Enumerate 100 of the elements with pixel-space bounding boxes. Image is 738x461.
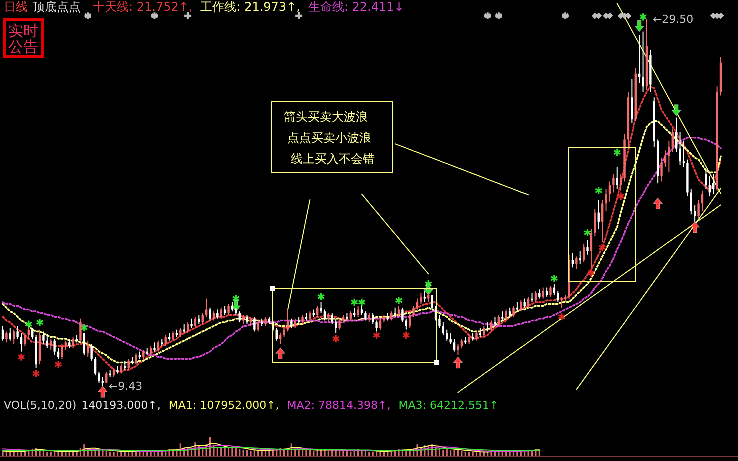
candlestick [112,368,116,378]
candlestick [290,318,293,329]
candlestick [542,287,544,300]
candlestick [150,346,152,356]
candlestick [431,294,434,310]
point [32,369,40,378]
candlestick [601,200,604,243]
point [588,268,596,278]
point [24,320,33,329]
candlestick [64,340,68,350]
candlestick [682,141,686,168]
candlestick [502,311,504,322]
candlestick [608,181,612,202]
candlestick [72,336,74,349]
text: : 21.752↑, [129,0,193,14]
text: MA2 [287,399,312,412]
text: : 107952.000↑, [192,399,280,412]
candlestick [698,200,700,219]
point [98,386,108,398]
candlestick [379,318,382,330]
candlestick [483,326,486,338]
candlestick [128,358,130,371]
candlestick [106,371,108,384]
candlestick [553,284,556,296]
candlestick [257,320,260,332]
candlestick [586,240,589,256]
text: : 22.411↓ [344,0,404,14]
point [332,334,340,344]
point [372,330,381,340]
point [639,12,648,22]
candlestick [46,334,49,349]
candlestick [701,190,704,212]
candlestick [486,322,489,332]
candlestick [212,311,216,322]
candlestick [453,338,456,352]
point [276,348,286,360]
candlestick [20,333,23,352]
candlestick [190,318,193,329]
point [395,296,403,305]
candlestick [582,243,586,263]
candlestick [120,364,123,374]
annotation: 点点买卖小波浪 [288,131,372,145]
candlestick [142,349,145,360]
candlestick [538,289,541,300]
candlestick [460,338,464,349]
candlestick [68,338,71,349]
text: MA3 [398,399,423,412]
candlestick [54,338,56,356]
text: 十天线 [93,0,129,14]
candlestick [6,331,8,344]
candlestick [457,344,460,356]
candlestick [264,316,267,327]
candlestick [24,333,26,347]
candlestick [283,328,286,338]
candlestick [672,128,674,153]
candlestick [302,314,304,325]
text: : 21.973↑, [236,0,300,14]
chart-title: VOL(5,10,20) [4,399,77,412]
candlestick [364,311,367,322]
candlestick [579,250,582,265]
point [80,324,88,332]
point [358,298,366,307]
candlestick [324,309,326,322]
candlestick [390,311,393,322]
candlestick [357,306,360,318]
candlestick [228,304,230,316]
candlestick [124,360,126,371]
candlestick [246,314,248,325]
point [617,192,625,201]
candlestick [2,326,4,342]
candlestick [631,78,634,124]
candlestick [180,328,182,338]
candlestick [412,306,415,318]
candlestick [350,311,352,322]
candlestick [705,168,708,190]
candlestick [328,312,330,324]
candlestick [428,292,430,303]
candlestick [209,307,212,322]
candlestick [368,312,370,324]
candlestick [172,331,174,342]
candlestick [442,322,445,336]
candlestick [594,208,596,238]
point [672,104,682,116]
candlestick [164,334,167,347]
point [402,330,410,340]
candlestick [468,334,470,345]
candlestick [690,188,692,216]
point [584,228,592,238]
candlestick [338,318,341,330]
chart-title: 日线 [4,0,28,14]
annotation: 实时公告 [8,22,38,56]
candlestick [620,174,622,192]
candlestick [294,318,296,329]
text: : 78814.398↑, [311,399,391,412]
point [36,318,44,327]
candlestick [154,342,156,352]
candlestick [216,309,219,320]
candlestick [494,316,496,327]
candlestick [202,312,204,325]
candlestick [490,320,493,332]
